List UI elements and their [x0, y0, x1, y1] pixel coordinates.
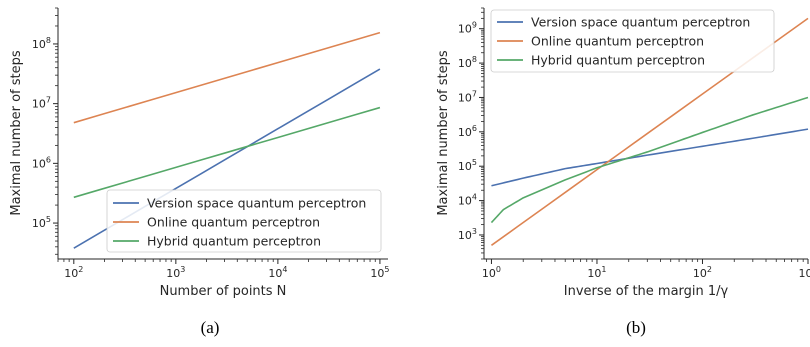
x-tick-label: 103 [166, 265, 185, 280]
y-tick-label: 107 [32, 96, 51, 111]
x-tick-label: 103 [798, 265, 810, 280]
legend-label: Online quantum perceptron [147, 215, 320, 230]
legend-box [490, 9, 775, 73]
y-tick-label: 109 [458, 21, 477, 36]
series-line-2 [73, 31, 381, 124]
y-tick-label: 106 [458, 124, 477, 139]
y-tick-label: 108 [32, 36, 51, 51]
x-tick-label: 104 [268, 265, 287, 280]
series-line-3 [73, 106, 381, 199]
series-line-1 [491, 128, 809, 187]
y-tick-label: 107 [458, 89, 477, 104]
legend-box [106, 189, 382, 253]
legend: Version space quantum perceptron Online q… [106, 189, 382, 253]
y-axis-label: Maximal number of steps [9, 50, 24, 216]
y-tick-label: 106 [32, 155, 51, 170]
caption: (b) [626, 318, 646, 337]
x-axis-label: Number of points N [160, 284, 287, 299]
y-tick-label: 105 [458, 158, 477, 173]
x-tick-label: 102 [64, 265, 83, 280]
caption: (a) [201, 318, 220, 337]
legend-label: Hybrid quantum perceptron [531, 53, 705, 68]
y-tick-label: 108 [458, 55, 477, 70]
y-axis-label: Maximal number of steps [436, 50, 451, 216]
series-line-3 [490, 96, 809, 224]
chart-panel-b: 100 101 102 103 103 104 105 106 107 108 109 Versi… [436, 7, 810, 337]
x-tick-label: 100 [482, 265, 501, 280]
y-tick-label: 103 [458, 227, 477, 242]
x-tick-label: 105 [370, 265, 389, 280]
legend: Version space quantum perceptron Online q… [490, 9, 775, 73]
legend-label: Online quantum perceptron [531, 34, 704, 49]
x-tick-label: 101 [587, 265, 606, 280]
legend-label: Version space quantum perceptron [147, 196, 366, 211]
y-tick-label: 104 [458, 193, 477, 208]
x-axis-label: Inverse of the margin 1/γ [564, 284, 729, 299]
y-tick-label: 105 [32, 215, 51, 230]
legend-label: Version space quantum perceptron [531, 15, 750, 30]
chart-panel-a: 102 103 104 105 105 106 107 108 Version space … [9, 7, 389, 337]
x-tick-label: 102 [693, 265, 712, 280]
legend-label: Hybrid quantum perceptron [147, 234, 321, 249]
